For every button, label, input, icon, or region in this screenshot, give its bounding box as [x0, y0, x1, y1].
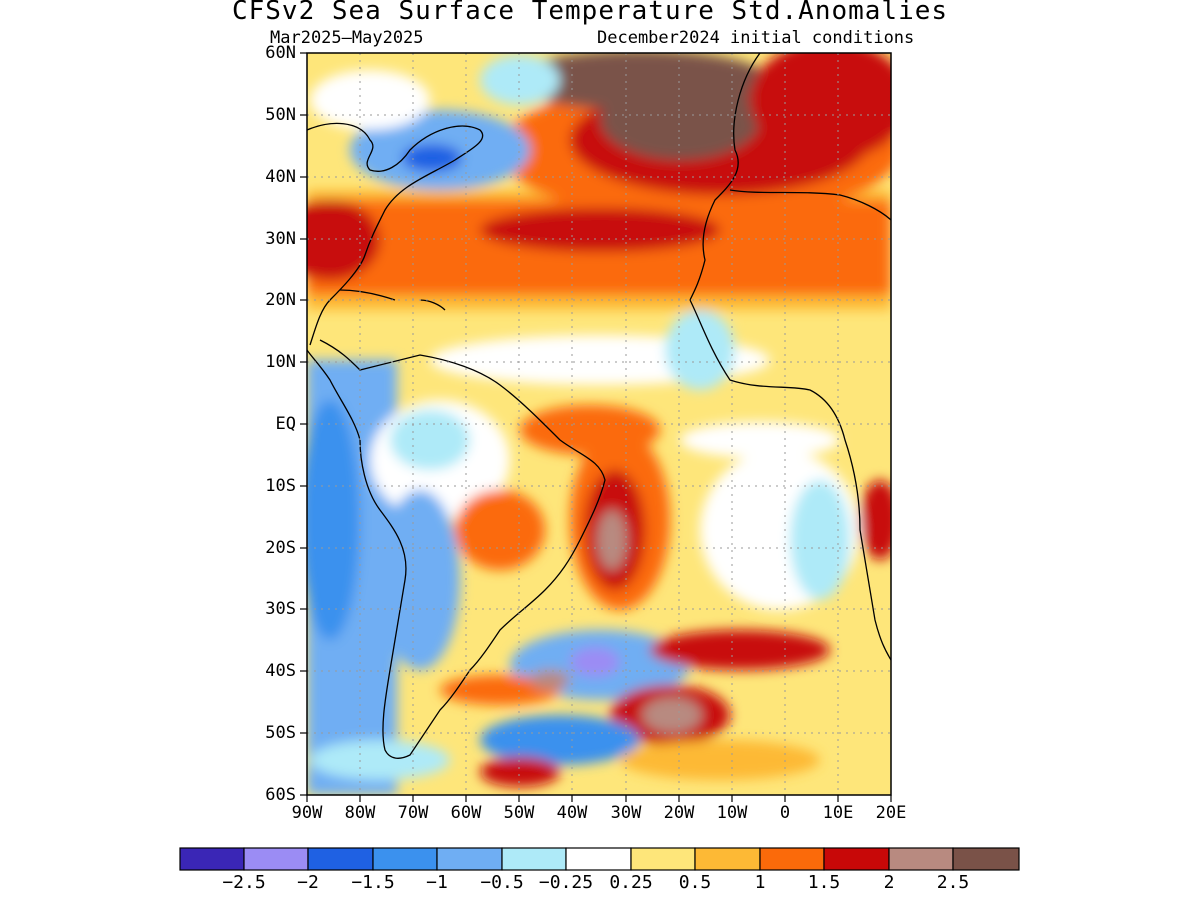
coastlines [307, 53, 891, 759]
lat-label: 60N [265, 43, 296, 63]
colorbar-swatch [307, 847, 374, 871]
lon-label: 80W [344, 803, 376, 823]
lon-label: 30W [610, 803, 642, 823]
colorbar-swatch [630, 847, 696, 871]
lat-label: 10N [265, 352, 296, 372]
colorbar-label: 2 [883, 872, 895, 893]
lat-label: 50S [265, 723, 296, 743]
colorbar-label: −2.5 [222, 872, 266, 893]
colorbar-label: 0.5 [678, 872, 712, 893]
lat-label: 20N [265, 290, 296, 310]
colorbar-swatch [243, 847, 309, 871]
lon-label: 90W [291, 803, 323, 823]
colorbar [179, 847, 1020, 871]
lat-label: 40N [265, 167, 296, 187]
map-title: CFSv2 Sea Surface Temperature Std.Anomal… [231, 0, 949, 26]
colorbar-swatch [436, 847, 503, 871]
colorbar-label: −0.25 [538, 872, 594, 893]
colorbar-swatch [952, 847, 1020, 871]
lon-label: 10E [822, 803, 854, 823]
lat-label: 10S [265, 476, 296, 496]
colorbar-swatch [501, 847, 567, 871]
colorbar-label: −2 [297, 872, 319, 893]
colorbar-label: −1.5 [351, 872, 395, 893]
colorbar-label: 1 [754, 872, 766, 893]
colorbar-label: −0.5 [480, 872, 524, 893]
lat-label: 30S [265, 599, 296, 619]
lat-label: 60S [265, 785, 296, 805]
colorbar-label: −1 [426, 872, 448, 893]
colorbar-swatch [179, 847, 245, 871]
lon-label: 60W [450, 803, 482, 823]
axis-ticks [300, 52, 892, 802]
lon-label: 20W [663, 803, 695, 823]
colorbar-label: 0.25 [609, 872, 653, 893]
sst-field [307, 53, 891, 795]
lon-label: 20E [875, 803, 907, 823]
colorbar-swatch [823, 847, 890, 871]
colorbar-label: 1.5 [807, 872, 841, 893]
colorbar-swatch [888, 847, 954, 871]
forecast-period: Mar2025–May2025 [270, 28, 424, 48]
lon-label: 70W [397, 803, 429, 823]
lat-label: EQ [275, 414, 296, 434]
lon-label: 40W [556, 803, 588, 823]
graticule [307, 53, 891, 795]
initial-conditions: December2024 initial conditions [597, 28, 915, 48]
lon-label: 50W [503, 803, 535, 823]
lat-label: 30N [265, 229, 296, 249]
colorbar-swatch [694, 847, 761, 871]
lat-label: 20S [265, 538, 296, 558]
lon-label: 0 [779, 803, 791, 823]
colorbar-swatch [372, 847, 438, 871]
lat-label: 40S [265, 661, 296, 681]
colorbar-swatch [565, 847, 632, 871]
colorbar-swatch [759, 847, 825, 871]
colorbar-label: 2.5 [936, 872, 970, 893]
lat-label: 50N [265, 105, 296, 125]
lon-label: 10W [716, 803, 748, 823]
